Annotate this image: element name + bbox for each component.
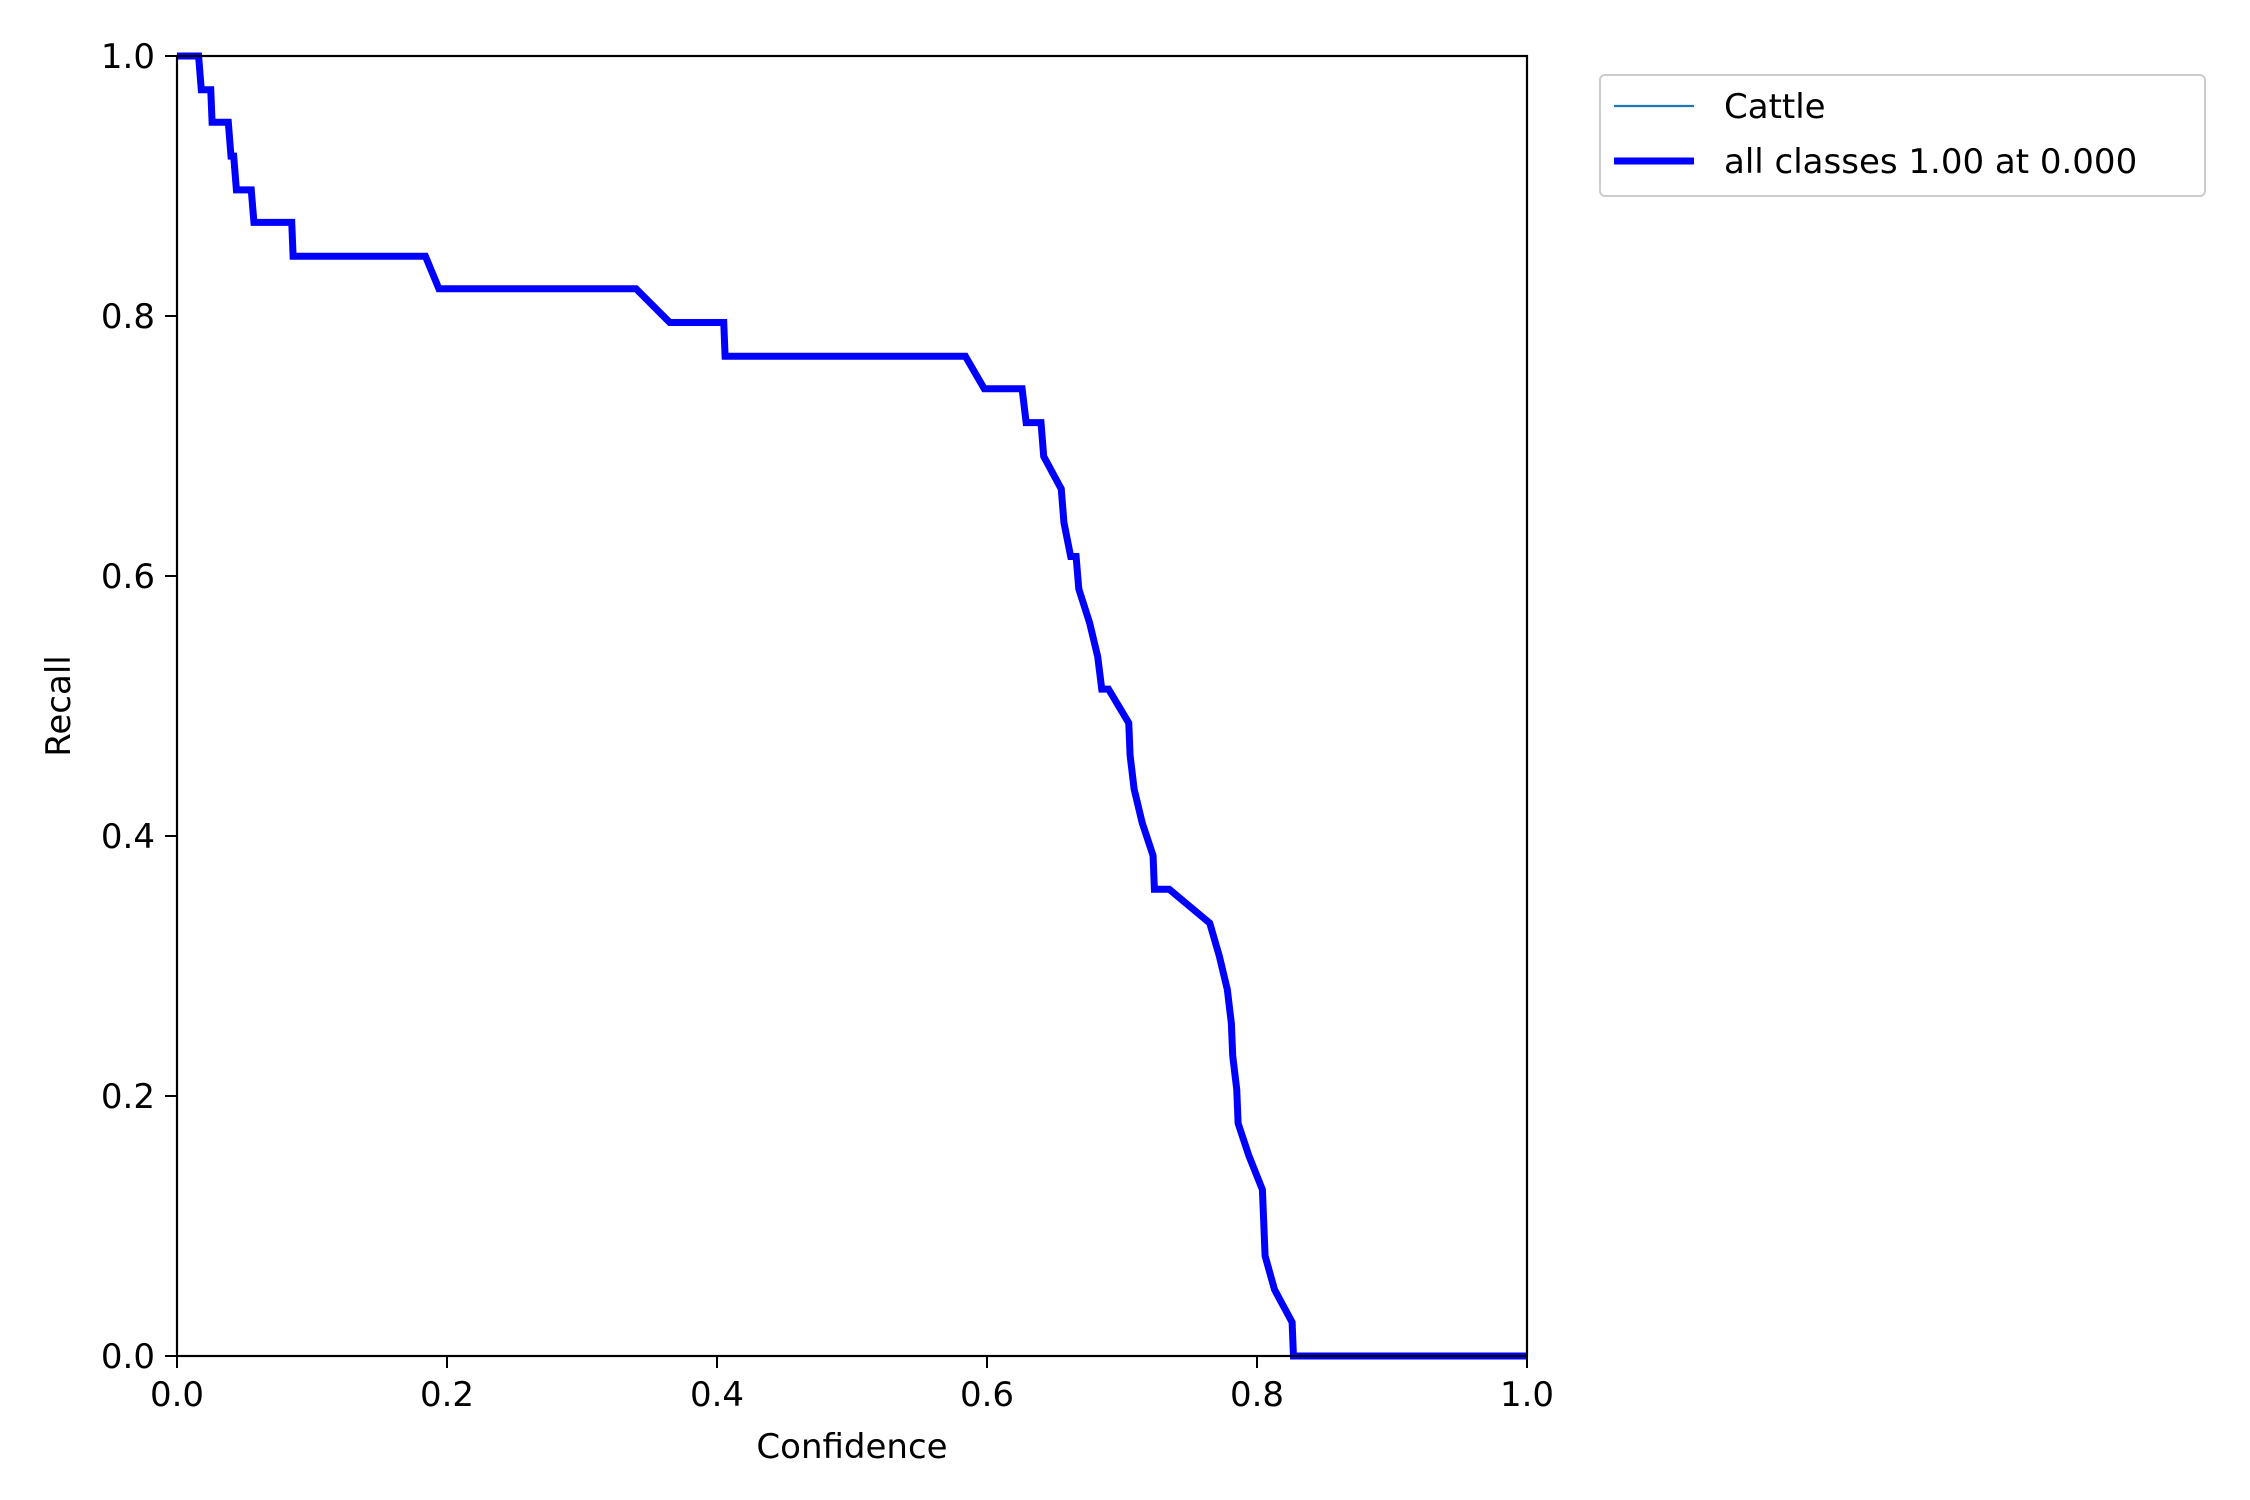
x-axis-label: Confidence [756, 1427, 947, 1467]
x-tick-label: 0.6 [960, 1375, 1014, 1415]
y-tick-label: 0.4 [101, 817, 155, 857]
x-tick-label: 1.0 [1500, 1375, 1554, 1415]
x-tick-label: 0.4 [690, 1375, 744, 1415]
legend: Cattle all classes 1.00 at 0.000 [1599, 74, 2206, 197]
series-layer [177, 52, 1527, 1360]
plot-frame [175, 54, 1529, 1358]
legend-label-1: all classes 1.00 at 0.000 [1724, 142, 2137, 182]
y-tick-label: 0.8 [101, 297, 155, 337]
x-tick-label: 0.2 [420, 1375, 474, 1415]
y-axis-label: Recall [39, 655, 79, 756]
series-line-1 [177, 52, 1527, 1360]
x-tick-label: 0.8 [1230, 1375, 1284, 1415]
legend-box [1599, 74, 2206, 197]
y-tick-label: 1.0 [101, 37, 155, 77]
legend-label-0: Cattle [1724, 87, 1826, 127]
y-tick-label: 0.2 [101, 1077, 155, 1117]
tick-layer: 0.0 0.2 0.4 0.6 0.8 1.0 0.0 0.2 0.4 0.6 0.8 1.0 [101, 37, 1554, 1415]
x-tick-label: 0.0 [150, 1375, 204, 1415]
y-tick-label: 0.0 [101, 1337, 155, 1377]
y-tick-label: 0.6 [101, 557, 155, 597]
